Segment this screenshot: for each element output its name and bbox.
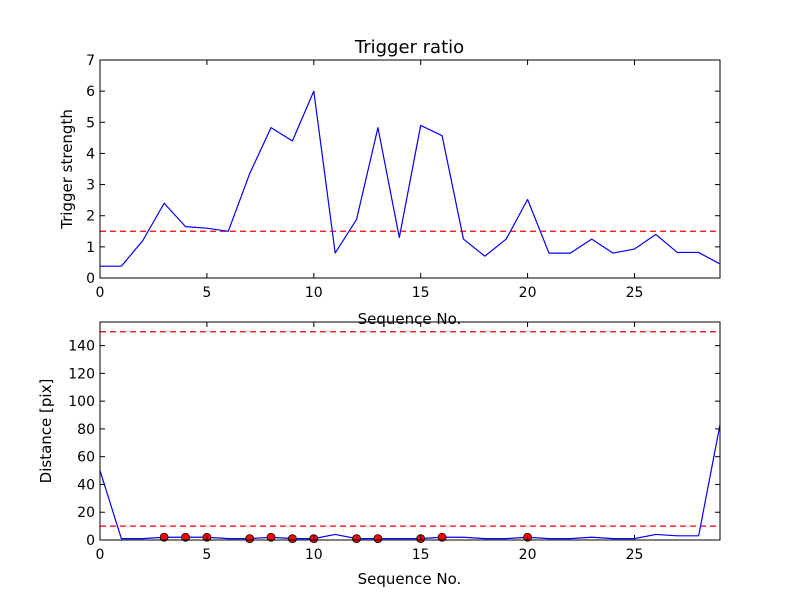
y-tick-label: 0 — [86, 271, 95, 287]
y-tick-label: 40 — [77, 477, 95, 493]
x-tick-label: 20 — [519, 547, 537, 563]
x-tick-label: 15 — [412, 285, 430, 301]
y-tick-label: 0 — [86, 533, 95, 549]
y-tick-label: 4 — [86, 146, 95, 162]
y-tick-label: 60 — [77, 450, 95, 466]
x-tick-label: 10 — [305, 547, 323, 563]
y-tick-label: 3 — [86, 178, 95, 194]
chart-title: Trigger ratio — [354, 37, 464, 58]
y-tick-label: 2 — [86, 209, 95, 225]
data-point-marker — [159, 532, 169, 542]
y-axis-label: Distance [pix] — [37, 379, 55, 484]
data-point-marker — [245, 534, 255, 544]
y-tick-label: 100 — [68, 394, 95, 410]
series-line — [100, 90, 720, 267]
y-tick-label: 140 — [68, 339, 95, 355]
axes-frame — [99, 321, 721, 541]
x-tick-label: 25 — [626, 285, 644, 301]
data-point-marker — [437, 532, 447, 542]
y-tick-label: 1 — [86, 240, 95, 256]
x-tick-label: 5 — [202, 285, 211, 301]
data-point-marker — [266, 532, 276, 542]
data-point-marker — [352, 534, 361, 544]
x-tick-label: 25 — [626, 547, 644, 563]
distance-plot: Sequence No. Distance [pix] 0 5 10 15 20 25 0 2… — [37, 321, 721, 588]
x-tick-label: 5 — [202, 547, 211, 563]
y-tick-label: 20 — [77, 505, 95, 521]
x-tick-label: 20 — [519, 285, 537, 301]
x-axis-label: Sequence No. — [358, 310, 462, 328]
y-axis-label: Trigger strength — [58, 109, 76, 230]
x-tick-label: 15 — [412, 547, 430, 563]
y-tick-label: 80 — [77, 422, 95, 438]
y-tick-label: 6 — [86, 84, 95, 100]
x-tick-label: 10 — [305, 285, 323, 301]
trigger-ratio-plot: Trigger ratio Sequence No. Trigger stren… — [58, 37, 721, 328]
axes-frame — [99, 59, 721, 279]
x-tick-label: 0 — [96, 547, 105, 563]
y-tick-label: 120 — [68, 366, 95, 382]
data-point-marker — [181, 532, 190, 542]
y-tick-label: 5 — [86, 115, 95, 131]
y-tick-label: 7 — [86, 53, 95, 69]
data-point-marker — [288, 534, 297, 544]
x-tick-label: 0 — [96, 285, 105, 301]
x-axis-label: Sequence No. — [358, 570, 462, 588]
data-point-marker — [373, 534, 383, 544]
